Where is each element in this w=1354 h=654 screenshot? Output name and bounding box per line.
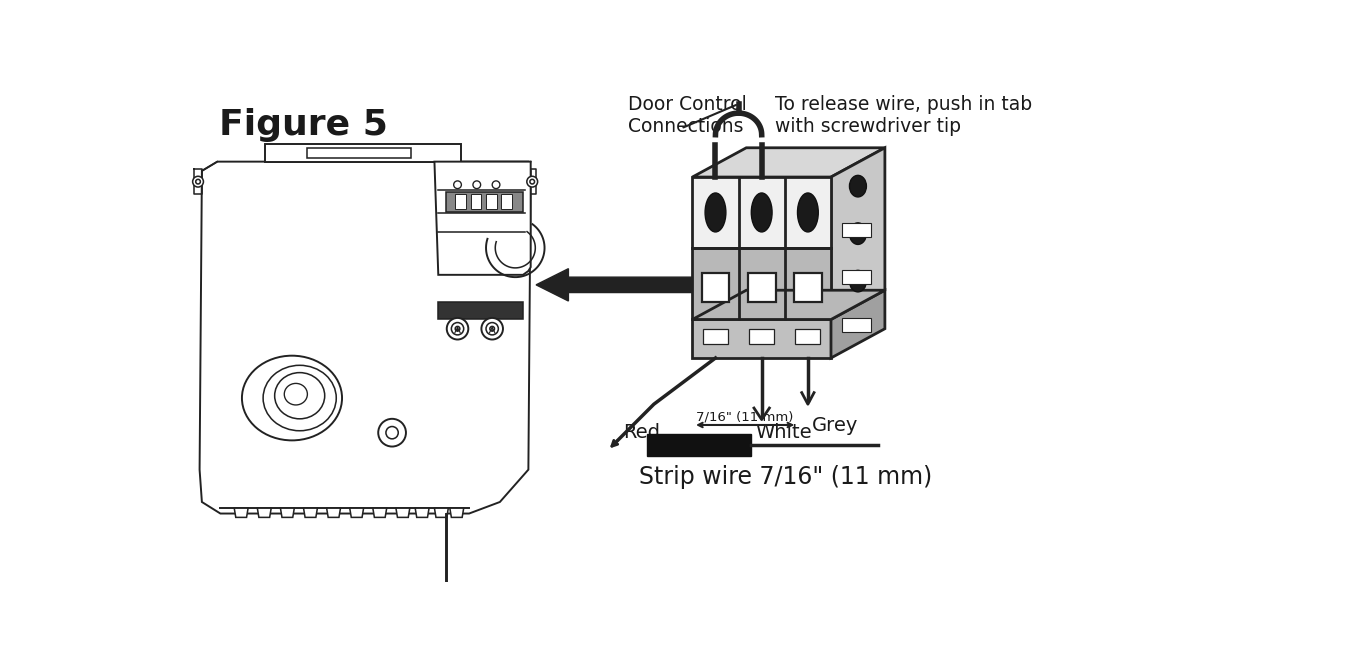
Circle shape xyxy=(490,326,494,331)
Ellipse shape xyxy=(849,270,867,292)
Polygon shape xyxy=(395,508,410,517)
Text: Figure 5: Figure 5 xyxy=(219,108,387,142)
Polygon shape xyxy=(450,508,463,517)
Ellipse shape xyxy=(275,373,325,419)
Bar xyxy=(701,273,730,301)
Bar xyxy=(439,301,523,318)
Ellipse shape xyxy=(284,383,307,405)
Bar xyxy=(471,194,482,209)
Circle shape xyxy=(473,181,481,188)
Polygon shape xyxy=(257,508,271,517)
Text: To release wire, push in tab
with screwdriver tip: To release wire, push in tab with screwd… xyxy=(774,95,1032,137)
FancyArrow shape xyxy=(536,269,692,301)
Polygon shape xyxy=(435,508,448,517)
Polygon shape xyxy=(831,148,886,320)
Circle shape xyxy=(482,318,502,339)
Polygon shape xyxy=(265,144,462,162)
Circle shape xyxy=(192,177,203,187)
Circle shape xyxy=(486,322,498,335)
Circle shape xyxy=(493,181,500,188)
Text: Strip wire 7/16" (11 mm): Strip wire 7/16" (11 mm) xyxy=(639,465,933,489)
Bar xyxy=(703,329,728,344)
Polygon shape xyxy=(349,508,364,517)
Polygon shape xyxy=(326,508,340,517)
Circle shape xyxy=(196,179,200,184)
Polygon shape xyxy=(435,162,531,275)
Ellipse shape xyxy=(849,175,867,197)
Bar xyxy=(842,318,872,332)
Ellipse shape xyxy=(751,193,772,232)
Bar xyxy=(793,273,822,301)
Circle shape xyxy=(527,177,538,187)
Bar xyxy=(692,248,831,320)
Text: Door Control
Connections: Door Control Connections xyxy=(628,95,747,137)
Polygon shape xyxy=(416,508,429,517)
Bar xyxy=(842,270,872,284)
Ellipse shape xyxy=(705,193,726,232)
Polygon shape xyxy=(234,508,248,517)
Bar xyxy=(486,194,497,209)
Bar xyxy=(749,329,774,344)
Polygon shape xyxy=(280,508,294,517)
Bar xyxy=(842,223,872,237)
Polygon shape xyxy=(692,290,886,320)
Bar xyxy=(455,194,466,209)
Ellipse shape xyxy=(242,356,343,440)
Circle shape xyxy=(447,318,468,339)
Text: 7/16" (11 mm): 7/16" (11 mm) xyxy=(696,411,793,423)
Bar xyxy=(747,273,776,301)
Circle shape xyxy=(529,179,535,184)
Text: White: White xyxy=(756,423,812,443)
Polygon shape xyxy=(307,148,412,158)
Bar xyxy=(501,194,512,209)
Polygon shape xyxy=(831,290,886,358)
Circle shape xyxy=(386,426,398,439)
Polygon shape xyxy=(372,508,387,517)
Polygon shape xyxy=(303,508,317,517)
Polygon shape xyxy=(199,162,531,513)
Text: Grey: Grey xyxy=(812,416,858,435)
Circle shape xyxy=(451,322,463,335)
Bar xyxy=(445,192,523,212)
Bar xyxy=(692,177,831,248)
Bar xyxy=(795,329,821,344)
Bar xyxy=(647,434,751,456)
Ellipse shape xyxy=(263,366,336,431)
Text: Red: Red xyxy=(623,423,661,443)
Circle shape xyxy=(455,326,460,331)
Ellipse shape xyxy=(798,193,818,232)
Polygon shape xyxy=(692,148,886,177)
Bar xyxy=(692,320,831,358)
Circle shape xyxy=(378,419,406,447)
Ellipse shape xyxy=(849,223,867,245)
Circle shape xyxy=(454,181,462,188)
